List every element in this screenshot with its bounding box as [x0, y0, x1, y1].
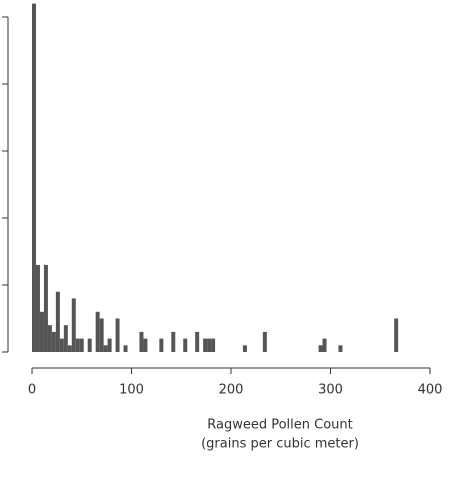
- bar: [159, 338, 164, 352]
- bar: [87, 338, 92, 352]
- bar: [322, 338, 327, 352]
- bar: [51, 331, 56, 352]
- x-axis-title: Ragweed Pollen Count: [207, 418, 353, 433]
- bar: [59, 338, 64, 352]
- bar: [115, 318, 120, 352]
- bar: [203, 338, 208, 352]
- bar: [171, 331, 176, 352]
- bar: [394, 318, 399, 352]
- bar: [211, 338, 216, 352]
- bar: [139, 331, 144, 352]
- bar: [39, 311, 44, 352]
- bar: [103, 345, 108, 352]
- bar: [63, 325, 68, 352]
- x-axis-subtitle: (grains per cubic meter): [201, 437, 359, 452]
- bar: [67, 345, 72, 352]
- bar: [207, 338, 212, 352]
- bar: [75, 338, 80, 352]
- bar: [195, 331, 200, 352]
- x-tick-label: 100: [119, 383, 144, 398]
- x-tick-label: 300: [318, 383, 343, 398]
- bar: [43, 264, 48, 352]
- bar: [242, 345, 247, 352]
- bar: [183, 338, 188, 352]
- x-tick-label: 400: [418, 383, 443, 398]
- bar: [95, 311, 100, 352]
- x-tick-label: 200: [219, 383, 244, 398]
- bar: [123, 345, 128, 352]
- bar: [107, 338, 112, 352]
- bar: [32, 3, 36, 352]
- bar: [79, 338, 84, 352]
- bar: [262, 331, 267, 352]
- bar: [143, 338, 148, 352]
- bar: [71, 298, 76, 352]
- bar: [47, 325, 52, 352]
- bar: [35, 264, 40, 352]
- bar: [338, 345, 343, 352]
- bar: [318, 345, 323, 352]
- bar: [55, 291, 60, 352]
- x-tick-label: 0: [28, 383, 36, 398]
- bar: [99, 318, 104, 352]
